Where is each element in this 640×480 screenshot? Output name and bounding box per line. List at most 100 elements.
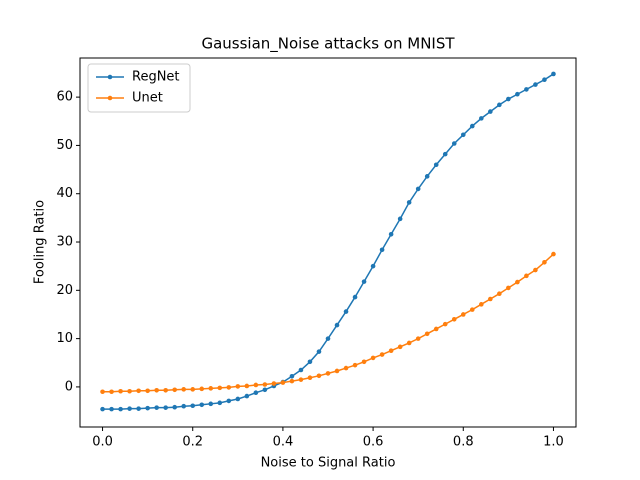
x-tick-label: 0.0 bbox=[92, 435, 113, 450]
legend-label: RegNet bbox=[132, 70, 180, 85]
series-point bbox=[190, 403, 196, 409]
series-point bbox=[515, 91, 520, 97]
legend-marker bbox=[107, 74, 113, 80]
series-point bbox=[235, 396, 241, 402]
series-point bbox=[118, 388, 123, 394]
series-point bbox=[479, 302, 484, 307]
series-point bbox=[524, 87, 529, 92]
series-point bbox=[370, 263, 376, 269]
series-point bbox=[217, 400, 223, 406]
y-tick-label: 0 bbox=[65, 379, 73, 394]
series-point bbox=[488, 109, 493, 114]
series-point bbox=[533, 267, 538, 273]
series-point bbox=[442, 321, 448, 327]
series-point bbox=[100, 406, 105, 412]
series-point bbox=[379, 352, 385, 357]
series-point bbox=[551, 251, 556, 257]
series-point bbox=[334, 322, 340, 328]
series-point bbox=[199, 386, 205, 392]
series-point bbox=[226, 385, 232, 390]
series-point bbox=[415, 186, 421, 192]
y-tick-label: 60 bbox=[56, 90, 73, 105]
series-point bbox=[497, 291, 502, 296]
legend-box bbox=[87, 63, 191, 113]
series-point bbox=[307, 359, 313, 365]
series-point bbox=[488, 296, 493, 302]
legend-label: Unet bbox=[132, 91, 163, 106]
series-point bbox=[199, 402, 205, 408]
series-point bbox=[442, 151, 448, 157]
series-point bbox=[127, 388, 132, 394]
series-point bbox=[479, 116, 484, 121]
series-point bbox=[163, 405, 168, 410]
series-point bbox=[388, 348, 394, 353]
series-point bbox=[235, 384, 241, 389]
series-point bbox=[145, 388, 150, 394]
series-point bbox=[397, 216, 403, 222]
series-point bbox=[515, 279, 520, 285]
series-point bbox=[343, 365, 349, 371]
x-tick-label: 1.0 bbox=[543, 435, 564, 450]
series-point bbox=[118, 406, 123, 412]
series-point bbox=[379, 247, 385, 253]
series-point bbox=[289, 378, 295, 384]
series-point bbox=[244, 393, 250, 399]
series-point bbox=[100, 389, 105, 395]
series-point bbox=[271, 381, 277, 386]
series-point bbox=[542, 260, 547, 265]
series-point bbox=[136, 388, 141, 394]
series-point bbox=[533, 82, 538, 87]
series-point bbox=[316, 373, 322, 379]
series-point bbox=[334, 368, 340, 374]
series-point bbox=[163, 387, 168, 393]
series-point bbox=[244, 383, 250, 389]
series-point bbox=[361, 359, 367, 365]
series-point bbox=[289, 373, 295, 379]
series-point bbox=[460, 312, 466, 317]
series-point bbox=[172, 387, 177, 393]
series-point bbox=[451, 316, 457, 322]
series-point bbox=[280, 380, 286, 385]
x-tick-label: 0.6 bbox=[363, 435, 384, 450]
y-tick-label: 40 bbox=[56, 186, 73, 201]
x-tick-label: 0.8 bbox=[453, 435, 474, 450]
series-point bbox=[424, 331, 430, 337]
x-axis-label: Noise to Signal Ratio bbox=[261, 456, 396, 471]
series-point bbox=[127, 406, 132, 411]
series-point bbox=[460, 132, 466, 138]
series-point bbox=[136, 406, 141, 411]
series-point bbox=[451, 141, 457, 146]
series-point bbox=[307, 375, 313, 381]
series-point bbox=[397, 344, 403, 350]
series-point bbox=[325, 336, 331, 341]
x-tick-label: 0.4 bbox=[273, 435, 294, 450]
series-point bbox=[433, 326, 439, 332]
series-point bbox=[208, 401, 214, 407]
series-point bbox=[172, 404, 177, 410]
y-tick-label: 10 bbox=[56, 331, 73, 346]
series-point bbox=[506, 285, 511, 291]
y-axis-label: Fooling Ratio bbox=[33, 200, 48, 284]
x-tick-label: 0.2 bbox=[182, 435, 203, 450]
series-point bbox=[262, 382, 268, 387]
y-tick-label: 30 bbox=[56, 235, 73, 250]
series-point bbox=[226, 398, 232, 404]
series-point bbox=[352, 362, 358, 368]
series-point bbox=[388, 231, 394, 237]
series-point bbox=[406, 200, 412, 205]
series-point bbox=[424, 174, 430, 179]
series-point bbox=[497, 102, 502, 108]
series-point bbox=[145, 405, 150, 411]
chart-title: Gaussian_Noise attacks on MNIST bbox=[201, 35, 455, 54]
series-point bbox=[154, 387, 159, 393]
series-point bbox=[406, 340, 412, 346]
series-point bbox=[361, 279, 367, 284]
legend-marker bbox=[107, 95, 113, 101]
series-point bbox=[325, 371, 331, 376]
series-point bbox=[190, 387, 196, 392]
series-point bbox=[253, 390, 259, 396]
series-point bbox=[370, 355, 376, 361]
series-point bbox=[253, 382, 259, 388]
series-point bbox=[469, 123, 475, 129]
